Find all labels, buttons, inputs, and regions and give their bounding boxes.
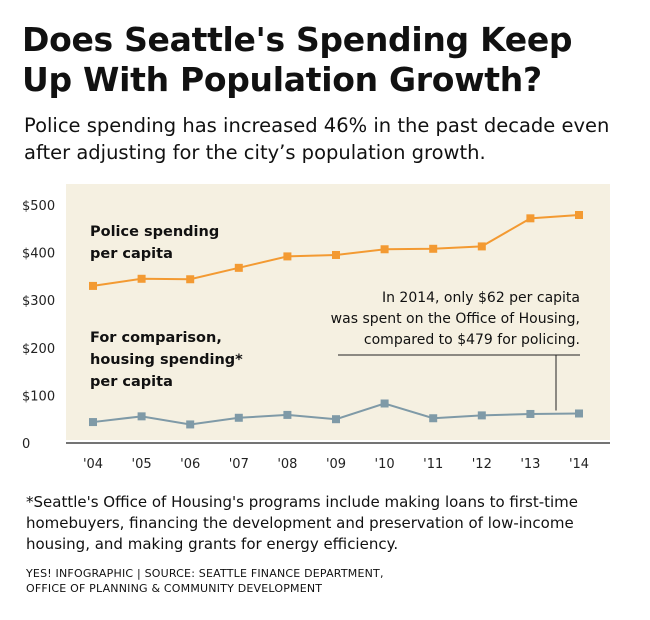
- housing-data-point: [283, 410, 292, 419]
- housing-series-label: For comparison,: [90, 330, 222, 346]
- y-axis: $500 $400 $300 $200 $100 0: [22, 199, 55, 452]
- annotation-text: compared to $479 for policing.: [364, 332, 580, 348]
- police-data-point: [429, 244, 438, 253]
- police-data-point: [283, 252, 292, 261]
- police-data-point: [234, 263, 243, 272]
- x-axis: '04 '05 '06 '07 '08 '09 '10 '11 '12 '13 '14: [83, 457, 589, 472]
- housing-data-point: [89, 418, 97, 427]
- series-labels: Police spending per capita For comparison,…: [90, 224, 243, 390]
- source-line-1: YES! INFOGRAPHIC | SOURCE: SEATTLE FINAN…: [26, 567, 384, 580]
- housing-data-point: [186, 420, 195, 429]
- x-tick-label: '05: [132, 457, 152, 472]
- x-tick-label: '11: [423, 457, 443, 472]
- x-tick-label: '06: [180, 457, 200, 472]
- housing-data-point: [332, 415, 340, 424]
- x-tick-label: '07: [229, 457, 249, 472]
- housing-data-point: [575, 409, 583, 418]
- police-data-point: [332, 250, 340, 259]
- housing-series-label: housing spending*: [90, 352, 243, 368]
- annotation: In 2014, only $62 per capita was spent on…: [331, 290, 580, 411]
- police-data-point: [186, 275, 195, 284]
- series-layer: [89, 210, 583, 429]
- police-data-point: [89, 281, 97, 290]
- y-tick-label: 0: [22, 437, 30, 452]
- housing-data-point: [526, 409, 535, 418]
- x-tick-label: '08: [277, 457, 297, 472]
- source-line-2: OFFICE OF PLANNING & COMMUNITY DEVELOPME…: [26, 582, 323, 595]
- police-data-point: [137, 274, 146, 283]
- footnote: *Seattle's Office of Housing's programs …: [26, 493, 579, 553]
- line-chart: $500 $400 $300 $200 $100 0 '04 '05 '06 '07 '08 '09…: [22, 184, 610, 472]
- x-tick-label: '04: [83, 457, 103, 472]
- y-tick-label: $300: [22, 294, 55, 309]
- y-tick-label: $400: [22, 247, 55, 262]
- plot-background: [66, 184, 610, 440]
- housing-data-point: [380, 399, 389, 408]
- y-tick-label: $500: [22, 199, 55, 214]
- x-tick-label: '09: [326, 457, 346, 472]
- source-credit: YES! INFOGRAPHIC | SOURCE: SEATTLE FINAN…: [26, 566, 636, 596]
- annotation-text: In 2014, only $62 per capita: [382, 290, 580, 306]
- police-series-label: per capita: [90, 246, 173, 262]
- x-tick-label: '13: [520, 457, 540, 472]
- x-tick-label: '10: [375, 457, 395, 472]
- x-tick-label: '12: [472, 457, 492, 472]
- chart-subtitle: Police spending has increased 46% in the…: [24, 114, 610, 164]
- police-data-point: [380, 245, 389, 254]
- chart-title: Does Seattle's Spending Keep Up With Pop…: [22, 20, 573, 99]
- x-tick-label: '14: [569, 457, 589, 472]
- housing-data-point: [429, 414, 438, 423]
- housing-data-point: [234, 413, 243, 422]
- police-data-point: [477, 242, 486, 251]
- y-tick-label: $200: [22, 342, 55, 357]
- police-data-point: [526, 214, 535, 223]
- police-data-point: [575, 210, 583, 219]
- housing-data-point: [137, 412, 146, 421]
- police-series-label: Police spending: [90, 224, 219, 240]
- annotation-text: was spent on the Office of Housing,: [331, 311, 580, 327]
- y-tick-label: $100: [22, 389, 55, 404]
- housing-series-label: per capita: [90, 374, 173, 390]
- housing-data-point: [477, 411, 486, 420]
